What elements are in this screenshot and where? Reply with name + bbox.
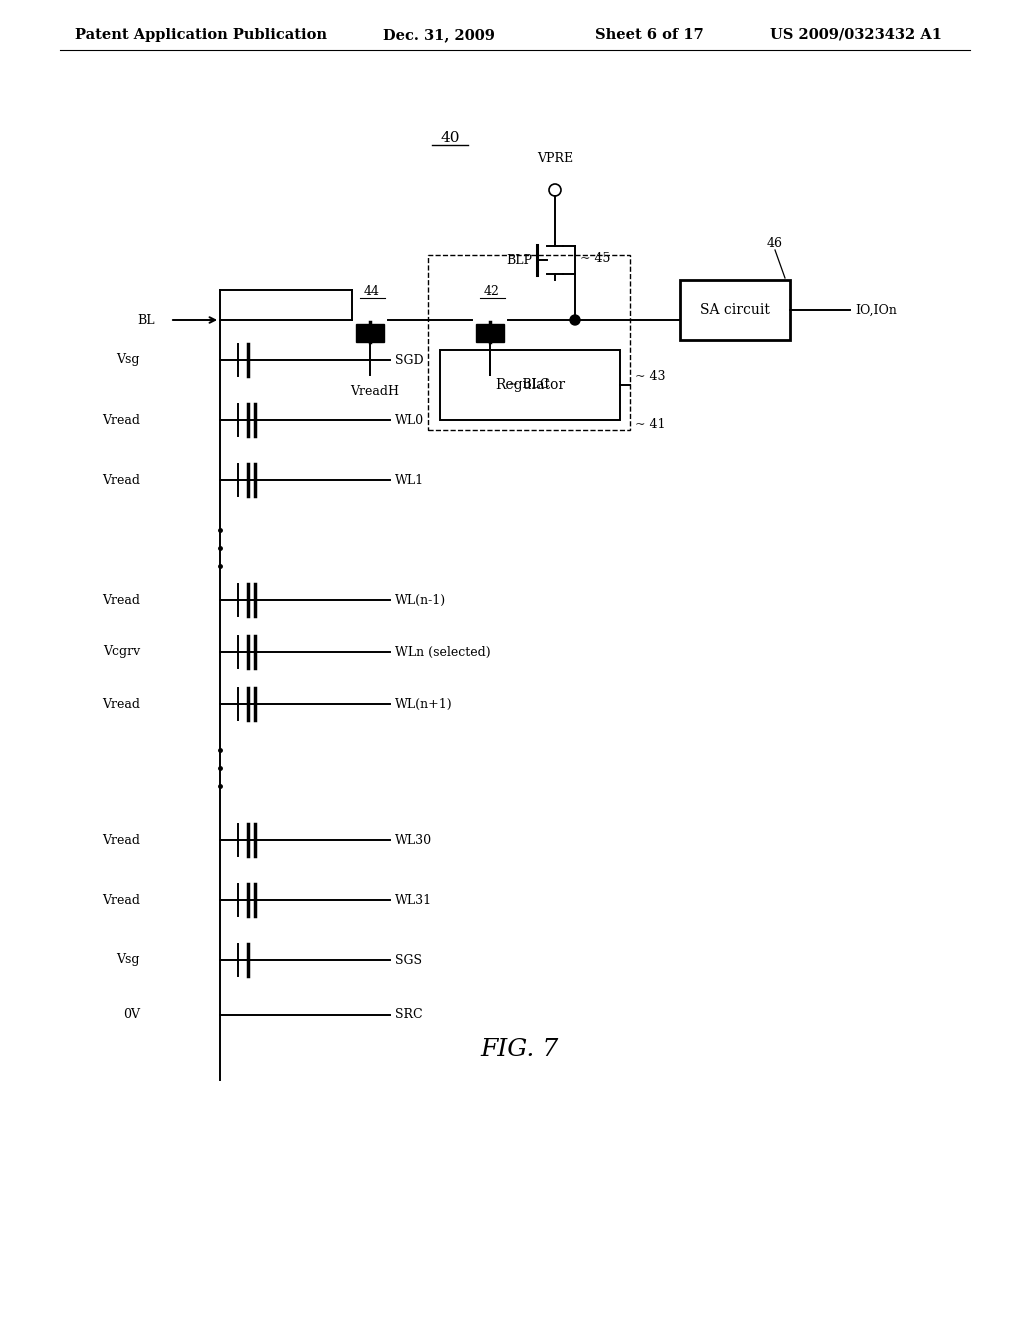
Text: SA circuit: SA circuit [700,304,770,317]
Text: WLn (selected): WLn (selected) [395,645,490,659]
Text: 44: 44 [364,285,380,298]
Bar [356,323,384,342]
Text: SRC: SRC [395,1008,423,1022]
Text: BLP: BLP [506,253,532,267]
Text: Vread: Vread [102,894,140,907]
Text: 46: 46 [767,238,783,249]
Text: SGD: SGD [395,354,424,367]
Text: ~ BLC: ~ BLC [508,378,550,391]
Text: Vcgrv: Vcgrv [102,645,140,659]
Text: ~ 43: ~ 43 [635,371,666,384]
Text: Vread: Vread [102,413,140,426]
Text: WL(n-1): WL(n-1) [395,594,446,606]
Text: FIG. 7: FIG. 7 [481,1039,559,1061]
Text: Sheet 6 of 17: Sheet 6 of 17 [595,28,703,42]
Text: US 2009/0323432 A1: US 2009/0323432 A1 [770,28,942,42]
Text: 0V: 0V [123,1008,140,1022]
Text: SGS: SGS [395,953,422,966]
Text: Dec. 31, 2009: Dec. 31, 2009 [383,28,495,42]
Text: Vread: Vread [102,697,140,710]
Text: WL0: WL0 [395,413,424,426]
Text: WL30: WL30 [395,833,432,846]
Text: WL31: WL31 [395,894,432,907]
Text: Patent Application Publication: Patent Application Publication [75,28,327,42]
Text: BL: BL [137,314,155,326]
Circle shape [570,315,580,325]
Text: Vread: Vread [102,594,140,606]
Text: Vread: Vread [102,833,140,846]
Text: Regulator: Regulator [495,378,565,392]
Bar [476,323,504,342]
Text: VPRE: VPRE [537,152,573,165]
Text: Vsg: Vsg [117,953,140,966]
Text: Vread: Vread [102,474,140,487]
Text: IO,IOn: IO,IOn [855,304,897,317]
Text: Vsg: Vsg [117,354,140,367]
Text: 42: 42 [484,285,500,298]
Text: VreadH: VreadH [350,385,399,399]
Text: 40: 40 [440,131,460,145]
Text: ~ 45: ~ 45 [580,252,610,264]
Text: WL1: WL1 [395,474,424,487]
Text: WL(n+1): WL(n+1) [395,697,453,710]
Text: ~ 41: ~ 41 [635,418,666,432]
